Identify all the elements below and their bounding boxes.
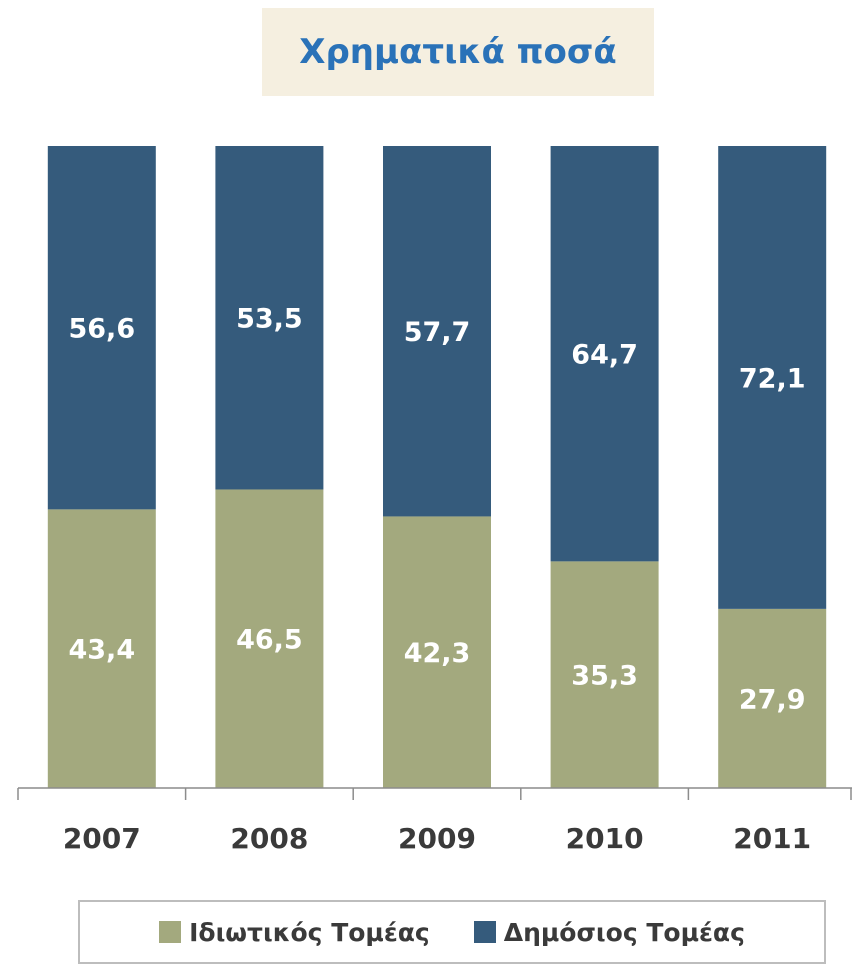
chart-title: Χρηματικά ποσά xyxy=(299,32,617,72)
bar-public-2010 xyxy=(550,146,659,562)
data-label-public-2011: 72,1 xyxy=(739,363,806,394)
legend-item-private: Ιδιωτικός Τομέας xyxy=(159,918,430,947)
x-tick-label-2007: 2007 xyxy=(63,822,141,855)
legend-swatch-public xyxy=(473,921,496,943)
bar-public-2008 xyxy=(215,146,324,490)
data-label-private-2010: 35,3 xyxy=(571,661,638,692)
chart-legend: Ιδιωτικός Τομέας Δημόσιος Τομέας xyxy=(78,900,826,964)
legend-label-public: Δημόσιος Τομέας xyxy=(503,917,745,947)
x-tick-label-2008: 2008 xyxy=(230,822,308,855)
bar-private-2009 xyxy=(383,516,491,788)
bar-private-2010 xyxy=(550,561,659,788)
data-label-public-2008: 53,5 xyxy=(236,304,303,335)
legend-label-private: Ιδιωτικός Τομέας xyxy=(189,917,430,947)
x-tick-label-2010: 2010 xyxy=(566,822,644,855)
chart-title-box: Χρηματικά ποσά xyxy=(262,8,654,96)
data-label-private-2011: 27,9 xyxy=(739,684,806,715)
data-label-public-2010: 64,7 xyxy=(571,340,638,371)
x-tick-label-2009: 2009 xyxy=(398,822,476,855)
data-label-public-2009: 57,7 xyxy=(404,317,471,348)
bar-private-2011 xyxy=(718,608,827,788)
data-label-private-2007: 43,4 xyxy=(68,635,135,666)
bar-public-2009 xyxy=(383,146,491,517)
legend-item-public: Δημόσιος Τομέας xyxy=(473,917,745,947)
bar-private-2008 xyxy=(215,489,324,788)
bar-private-2007 xyxy=(47,509,156,788)
x-tick-label-2011: 2011 xyxy=(733,822,811,855)
legend-swatch-private xyxy=(159,921,182,943)
data-label-private-2009: 42,3 xyxy=(404,638,471,669)
bar-public-2011 xyxy=(718,146,827,609)
data-label-private-2008: 46,5 xyxy=(236,625,303,656)
stacked-bar-chart: 43,4 56,6 2007 46,5 53,5 2008 42,3 57,7 2009 35,3… xyxy=(17,146,852,855)
bar-public-2007 xyxy=(47,146,156,510)
data-label-public-2007: 56,6 xyxy=(68,314,135,345)
